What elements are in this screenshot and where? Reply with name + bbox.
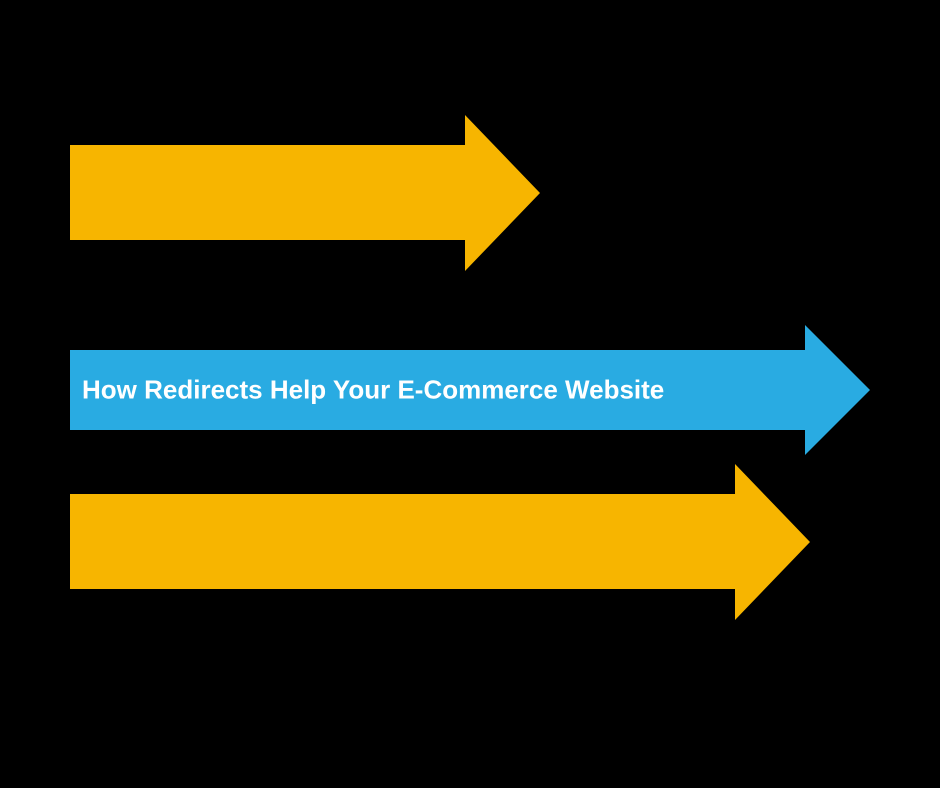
- middle-arrow: How Redirects Help Your E-Commerce Websi…: [70, 350, 870, 430]
- bottom-arrow-head: [735, 464, 810, 620]
- top-arrow-head: [465, 115, 540, 271]
- bottom-arrow-shaft: [70, 494, 735, 589]
- top-arrow: [70, 145, 540, 240]
- middle-arrow-head: [805, 325, 870, 455]
- top-arrow-shaft: [70, 145, 465, 240]
- bottom-arrow: [70, 494, 810, 589]
- middle-arrow-label: How Redirects Help Your E-Commerce Websi…: [82, 375, 664, 406]
